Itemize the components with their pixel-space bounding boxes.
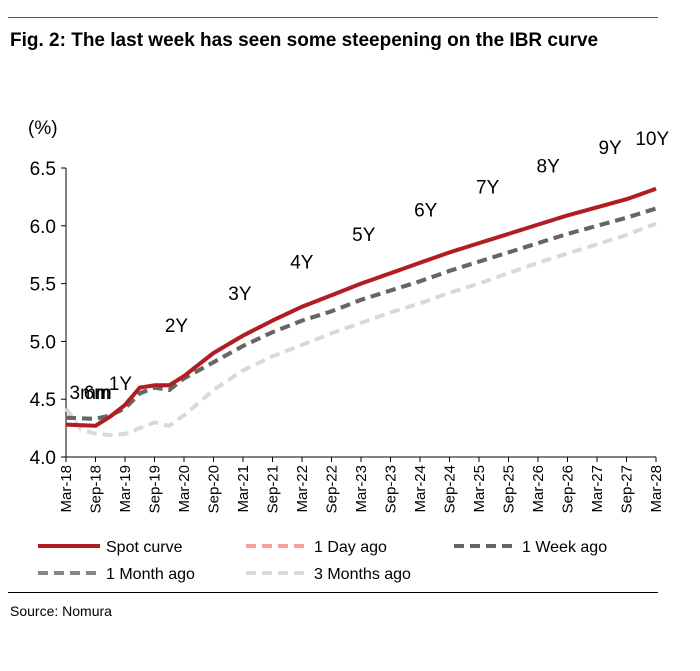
annotation-label: 7Y [476, 177, 500, 198]
annotation-label: 8Y [537, 157, 561, 178]
annotation-label: 9Y [598, 138, 622, 159]
chart-title: Fig. 2: The last week has seen some stee… [10, 30, 599, 51]
top-rule [8, 17, 658, 18]
y-tick-label: 5.5 [30, 275, 56, 296]
x-tick-label: Mar-24 [412, 465, 429, 513]
x-axis: Mar-18 Sep-18 Mar-19 Sep-19 Mar-20 Sep-20 Mar-… [58, 456, 665, 513]
y-axis: (%) 4.0 4.5 5.0 5.5 6.0 6.5 [28, 118, 67, 469]
x-tick-label: Sep-27 [619, 465, 636, 513]
x-tick-label: Sep-22 [324, 465, 341, 513]
x-tick-label: Sep-23 [383, 465, 400, 513]
series-line-spot-curve [65, 186, 657, 428]
series-line-1-week-ago [65, 206, 657, 421]
x-tick-label: Mar-18 [58, 465, 75, 513]
x-tick-label: Mar-25 [471, 465, 488, 513]
y-tick-label: 6.5 [30, 159, 56, 180]
x-tick-label: Mar-28 [648, 465, 665, 513]
annotation-label: 4Y [290, 253, 314, 274]
legend-label: Spot curve [106, 539, 183, 556]
x-tick-label: Sep-18 [88, 465, 105, 513]
y-tick-label: 4.0 [30, 448, 56, 469]
legend-label: 1 Week ago [522, 539, 607, 556]
y-axis-label: (%) [28, 118, 58, 139]
annotation-label: 2Y [165, 316, 189, 337]
series-lines [64, 186, 657, 437]
series-line-3-months-ago [64, 221, 657, 437]
legend-label: 3 Months ago [314, 566, 411, 583]
x-tick-label: Mar-22 [294, 465, 311, 513]
annotation-label: 6Y [414, 201, 438, 222]
x-tick-label: Sep-19 [147, 465, 164, 513]
annotation-label: 3mm [70, 383, 112, 404]
x-tick-label: Sep-24 [442, 465, 459, 513]
x-tick-label: Sep-21 [265, 465, 282, 513]
y-tick-label: 5.0 [30, 332, 56, 353]
line-chart: (%) 4.0 4.5 5.0 5.5 6.0 6.5 Mar-18 Sep-18 Mar-19… [28, 118, 670, 583]
x-tick-label: Sep-26 [560, 465, 577, 513]
legend-label: 1 Month ago [106, 566, 195, 583]
bottom-rule [8, 592, 658, 593]
annotation-label: 6m [84, 383, 110, 404]
x-tick-label: Mar-21 [235, 465, 252, 513]
annotation-label: 10Y [635, 129, 669, 150]
annotation-label: 1Y [109, 374, 133, 395]
x-tick-label: Mar-27 [589, 465, 606, 513]
y-tick-label: 4.5 [30, 390, 56, 411]
y-tick-label: 6.0 [30, 217, 56, 238]
x-tick-label: Mar-23 [353, 465, 370, 513]
source-note: Source: Nomura [10, 603, 112, 619]
x-tick-label: Sep-20 [206, 465, 223, 513]
x-tick-label: Mar-26 [530, 465, 547, 513]
x-tick-label: Mar-19 [117, 465, 134, 513]
annotation-label: 3Y [228, 284, 252, 305]
legend-label: 1 Day ago [314, 539, 387, 556]
annotation-label: 5Y [352, 225, 376, 246]
x-tick-label: Sep-25 [501, 465, 518, 513]
legend: Spot curve 1 Day ago 1 Week ago 1 Month ago… [38, 539, 607, 583]
x-tick-label: Mar-20 [176, 465, 193, 513]
